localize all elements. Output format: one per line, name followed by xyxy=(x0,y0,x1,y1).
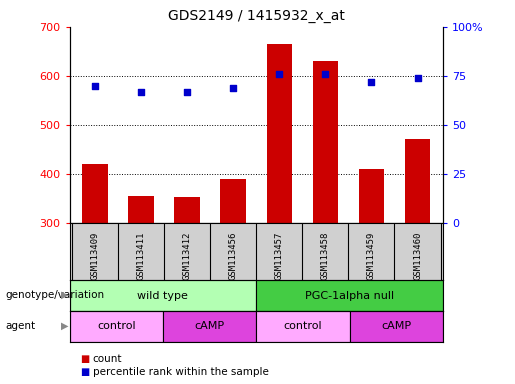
Text: wild type: wild type xyxy=(138,291,188,301)
Text: GSM113457: GSM113457 xyxy=(275,231,284,280)
Bar xyxy=(256,280,443,311)
Bar xyxy=(220,179,246,223)
Text: count: count xyxy=(93,354,122,364)
Point xyxy=(137,88,145,94)
Text: GSM113411: GSM113411 xyxy=(136,231,145,280)
Text: GSM113412: GSM113412 xyxy=(183,231,192,280)
Bar xyxy=(70,311,163,342)
Point xyxy=(367,79,375,85)
Bar xyxy=(350,311,443,342)
Text: percentile rank within the sample: percentile rank within the sample xyxy=(93,367,269,377)
Bar xyxy=(82,164,108,223)
Bar xyxy=(175,197,200,223)
Text: GSM113409: GSM113409 xyxy=(90,231,99,280)
Text: ▶: ▶ xyxy=(61,321,68,331)
Text: ■: ■ xyxy=(80,354,89,364)
Text: GSM113459: GSM113459 xyxy=(367,231,376,280)
Point xyxy=(183,88,191,94)
Bar xyxy=(313,61,338,223)
Bar xyxy=(70,280,256,311)
Text: GSM113456: GSM113456 xyxy=(229,231,237,280)
Bar xyxy=(163,311,256,342)
Text: genotype/variation: genotype/variation xyxy=(5,290,104,300)
Point xyxy=(321,71,330,77)
Text: cAMP: cAMP xyxy=(195,321,225,331)
Text: PGC-1alpha null: PGC-1alpha null xyxy=(305,291,394,301)
Bar xyxy=(128,196,153,223)
Point xyxy=(91,83,99,89)
Bar xyxy=(405,139,430,223)
Text: ▶: ▶ xyxy=(61,290,68,300)
Bar xyxy=(267,44,292,223)
Text: agent: agent xyxy=(5,321,35,331)
Text: control: control xyxy=(97,321,135,331)
Point xyxy=(275,71,283,77)
Text: GSM113458: GSM113458 xyxy=(321,231,330,280)
Text: control: control xyxy=(284,321,322,331)
Bar xyxy=(256,311,350,342)
Title: GDS2149 / 1415932_x_at: GDS2149 / 1415932_x_at xyxy=(168,9,345,23)
Point xyxy=(414,75,422,81)
Text: cAMP: cAMP xyxy=(381,321,411,331)
Text: ■: ■ xyxy=(80,367,89,377)
Point xyxy=(229,84,237,91)
Text: GSM113460: GSM113460 xyxy=(413,231,422,280)
Bar xyxy=(359,169,384,223)
